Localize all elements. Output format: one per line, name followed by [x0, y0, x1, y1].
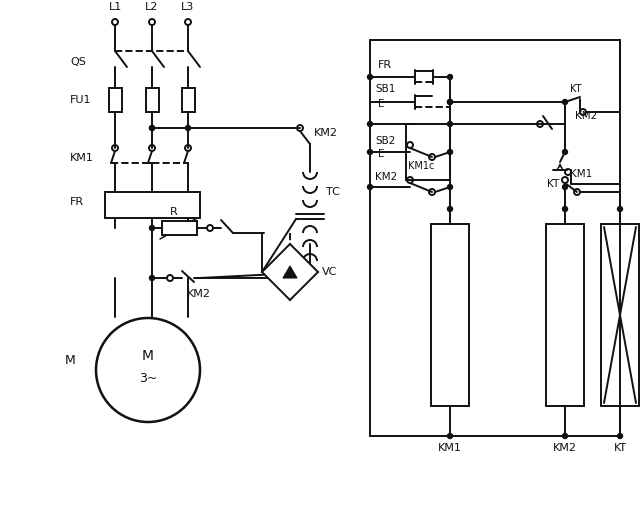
Text: L3: L3 — [181, 2, 195, 12]
Text: KM1: KM1 — [70, 153, 94, 163]
Bar — [162, 221, 197, 235]
Text: M: M — [65, 353, 76, 367]
Text: TC: TC — [326, 187, 340, 197]
Polygon shape — [283, 266, 297, 278]
Circle shape — [618, 434, 623, 438]
Text: KM2: KM2 — [375, 172, 397, 182]
Text: R: R — [170, 207, 178, 217]
Circle shape — [447, 99, 452, 104]
Circle shape — [186, 126, 191, 130]
Text: M: M — [142, 349, 154, 363]
Text: KT: KT — [613, 443, 627, 453]
Text: SB2: SB2 — [375, 136, 396, 146]
Bar — [105, 192, 200, 218]
Circle shape — [563, 149, 568, 154]
Circle shape — [563, 185, 568, 189]
Text: KT: KT — [547, 179, 559, 189]
Text: KM2: KM2 — [575, 111, 597, 121]
Text: QS: QS — [70, 57, 86, 67]
Text: KM2: KM2 — [553, 443, 577, 453]
Circle shape — [150, 226, 154, 230]
Text: FR: FR — [378, 60, 392, 70]
Text: KM2: KM2 — [187, 289, 211, 299]
Circle shape — [447, 185, 452, 189]
Text: KM2: KM2 — [314, 128, 338, 138]
Text: KM1: KM1 — [438, 443, 462, 453]
Circle shape — [563, 434, 568, 438]
Text: KM1: KM1 — [570, 169, 592, 179]
Circle shape — [96, 318, 200, 422]
Circle shape — [447, 74, 452, 79]
Circle shape — [563, 206, 568, 212]
Bar — [182, 88, 195, 112]
Text: L2: L2 — [145, 2, 159, 12]
Circle shape — [447, 206, 452, 212]
Circle shape — [367, 121, 372, 127]
Circle shape — [150, 126, 154, 130]
Bar — [146, 88, 159, 112]
Circle shape — [367, 74, 372, 79]
Circle shape — [367, 185, 372, 189]
Circle shape — [447, 99, 452, 104]
Text: VC: VC — [322, 267, 337, 277]
Circle shape — [150, 126, 154, 130]
Circle shape — [447, 121, 452, 127]
Bar — [431, 224, 469, 406]
Text: 3~: 3~ — [139, 371, 157, 385]
Text: KM1c: KM1c — [408, 161, 435, 171]
Text: FR: FR — [70, 197, 84, 207]
Circle shape — [447, 149, 452, 154]
Circle shape — [618, 206, 623, 212]
Text: KT: KT — [570, 84, 582, 94]
Bar — [601, 224, 639, 406]
Text: L1: L1 — [108, 2, 122, 12]
Bar — [406, 124, 450, 180]
Text: E: E — [378, 99, 385, 109]
Polygon shape — [262, 244, 318, 300]
Circle shape — [367, 149, 372, 154]
Text: FU1: FU1 — [70, 95, 92, 105]
Text: E: E — [378, 149, 385, 159]
Circle shape — [447, 434, 452, 438]
Bar — [109, 88, 122, 112]
Circle shape — [563, 99, 568, 104]
Text: SB1: SB1 — [375, 84, 396, 94]
Bar — [546, 224, 584, 406]
Circle shape — [150, 276, 154, 280]
